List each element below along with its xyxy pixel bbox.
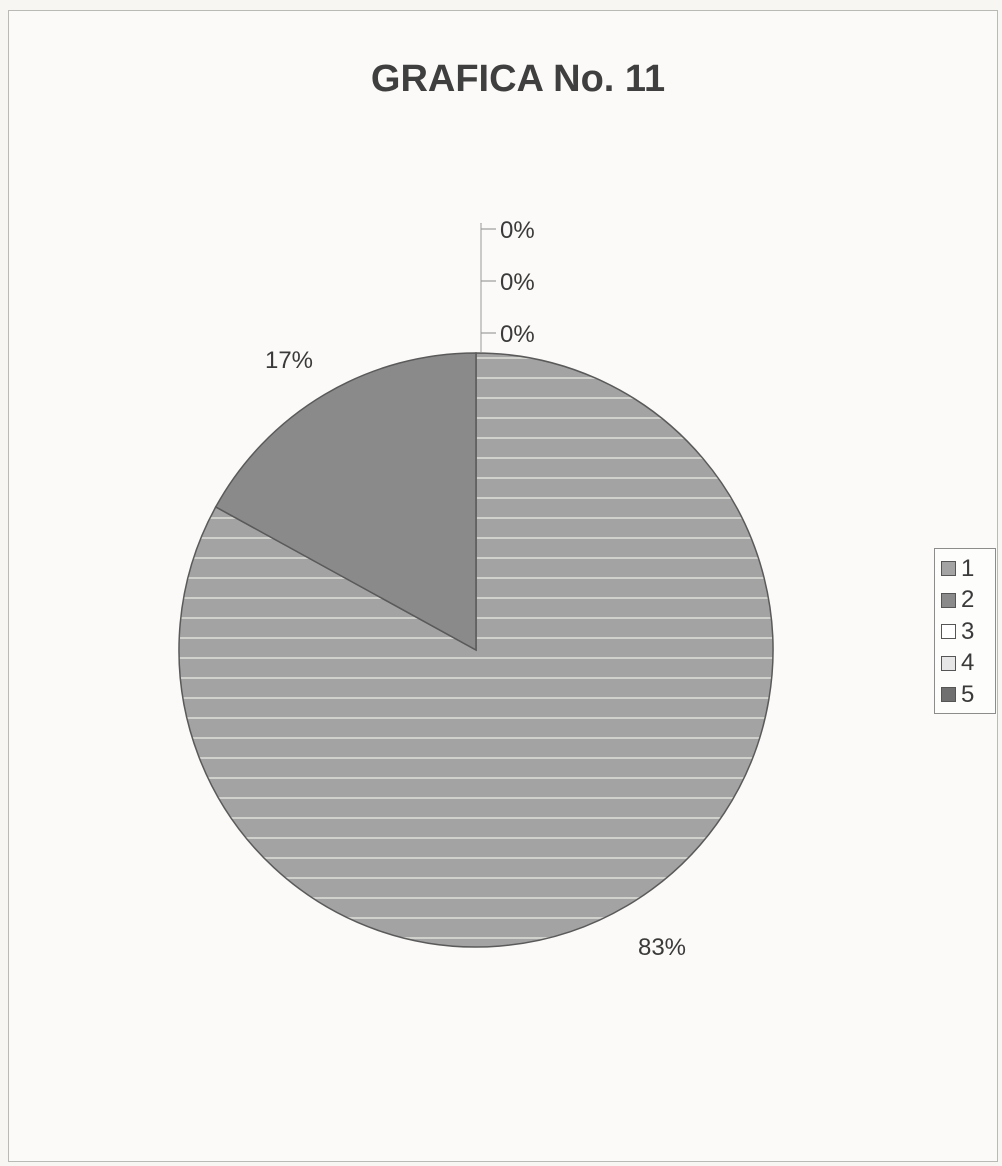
data-label-1: 83%	[638, 934, 686, 961]
legend-item-1: 1	[941, 553, 995, 585]
legend-swatch-2	[941, 592, 956, 608]
legend-swatch-4	[941, 655, 956, 671]
legend: 1 2 3 4 5	[934, 548, 996, 714]
leader-line-5	[480, 223, 496, 230]
legend-item-4: 4	[941, 648, 995, 680]
legend-label-2: 2	[961, 586, 975, 614]
legend-label-5: 5	[961, 680, 975, 708]
data-label-4: 0%	[500, 269, 535, 296]
pie-slice-2	[214, 352, 477, 652]
legend-label-1: 1	[961, 554, 975, 582]
legend-swatch-3	[941, 624, 956, 640]
legend-item-2: 2	[941, 585, 995, 617]
leader-line-3	[480, 327, 496, 334]
legend-swatch-5	[941, 687, 956, 703]
chart-title: GRAFICA No. 11	[370, 58, 666, 100]
legend-label-4: 4	[961, 649, 975, 677]
legend-swatch-1	[941, 561, 956, 577]
data-label-5: 0%	[500, 217, 535, 244]
data-label-3: 0%	[500, 321, 535, 348]
legend-item-3: 3	[941, 616, 995, 648]
legend-item-5: 5	[941, 679, 995, 711]
leader-line-4	[480, 275, 496, 282]
data-label-2: 17%	[265, 347, 313, 374]
legend-label-3: 3	[961, 617, 975, 645]
